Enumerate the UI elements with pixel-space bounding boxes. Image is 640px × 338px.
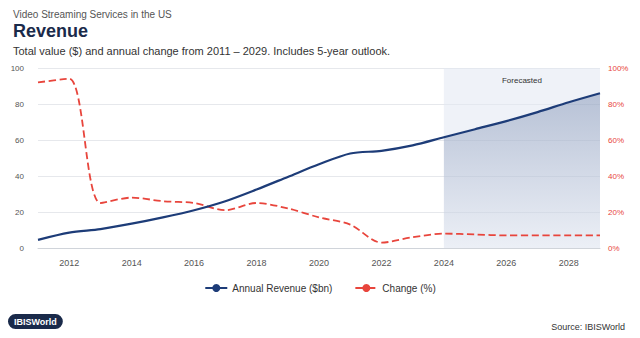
svg-text:40%: 40%: [608, 172, 624, 181]
svg-text:40: 40: [15, 172, 24, 181]
svg-text:2028: 2028: [559, 258, 579, 268]
svg-text:80%: 80%: [608, 100, 624, 109]
svg-text:2012: 2012: [59, 258, 79, 268]
svg-text:Revenue: Revenue: [13, 21, 88, 41]
svg-text:Change (%): Change (%): [382, 283, 435, 294]
svg-text:Forecasted: Forecasted: [502, 76, 542, 85]
svg-text:0%: 0%: [608, 244, 620, 253]
svg-text:2026: 2026: [496, 258, 516, 268]
svg-text:60: 60: [15, 136, 24, 145]
svg-text:2018: 2018: [247, 258, 267, 268]
svg-text:2022: 2022: [371, 258, 391, 268]
svg-text:100%: 100%: [608, 64, 628, 73]
svg-text:Annual Revenue ($bn): Annual Revenue ($bn): [232, 283, 332, 294]
svg-text:Total value ($) and annual cha: Total value ($) and annual change from 2…: [13, 45, 390, 57]
svg-text:20%: 20%: [608, 208, 624, 217]
svg-text:20: 20: [15, 208, 24, 217]
svg-text:60%: 60%: [608, 136, 624, 145]
svg-text:2014: 2014: [122, 258, 142, 268]
svg-text:IBISWorld: IBISWorld: [14, 317, 57, 327]
svg-text:2020: 2020: [309, 258, 329, 268]
svg-text:Video Streaming Services in th: Video Streaming Services in the US: [13, 9, 172, 20]
svg-text:2024: 2024: [434, 258, 454, 268]
svg-text:2016: 2016: [184, 258, 204, 268]
svg-text:80: 80: [15, 100, 24, 109]
svg-text:0: 0: [20, 244, 25, 253]
svg-text:Source: IBISWorld: Source: IBISWorld: [551, 322, 625, 332]
svg-text:100: 100: [11, 64, 25, 73]
